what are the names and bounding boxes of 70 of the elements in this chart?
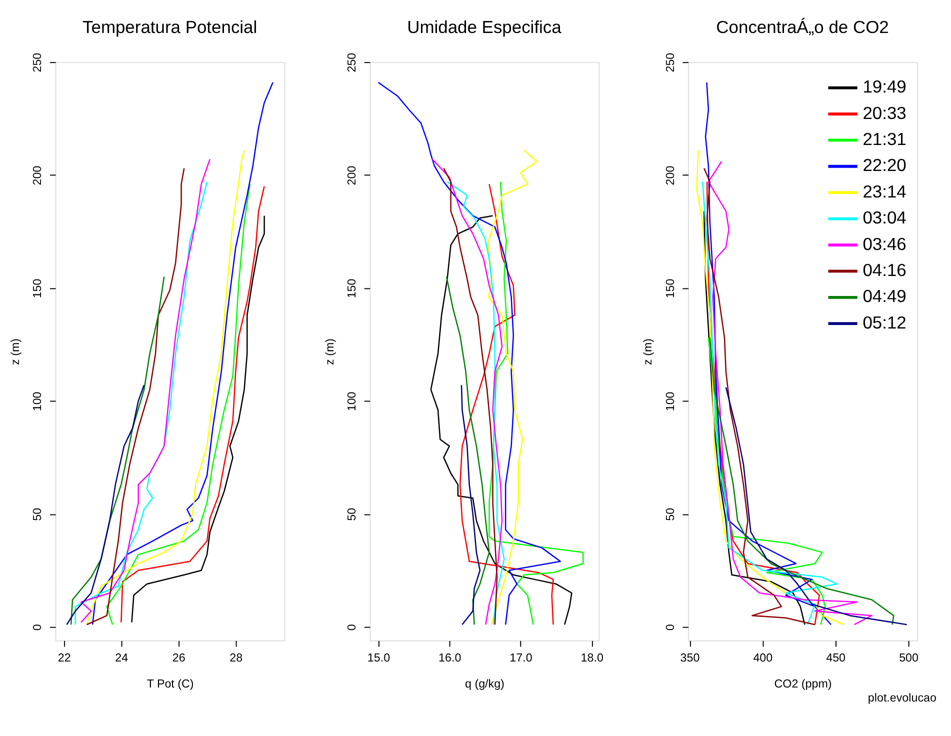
y-tick-label: 250 (664, 52, 677, 72)
legend-label: 03:04 (862, 208, 907, 228)
line-series (86, 150, 245, 626)
line-series (704, 82, 832, 626)
y-tick-label: 100 (346, 391, 359, 412)
y-tick-label: 0 (346, 624, 359, 631)
x-axis-title: T Pot (C) (146, 678, 194, 690)
y-axis-title: z (m) (642, 338, 655, 365)
x-tick-label: 350 (680, 651, 700, 664)
legend-label: 04:49 (862, 286, 906, 306)
y-tick-label: 0 (664, 624, 677, 631)
x-axis-title: q (g/kg) (465, 678, 505, 690)
line-series (708, 337, 826, 626)
legend-label: 03:46 (862, 234, 906, 254)
line-series (106, 183, 251, 626)
legend-label: 05:12 (862, 312, 906, 332)
line-series (66, 384, 145, 626)
x-tick-label: 28 (230, 651, 243, 664)
y-tick-label: 150 (664, 278, 677, 298)
y-tick-label: 250 (31, 52, 44, 72)
x-tick-label: 24 (115, 651, 129, 664)
line-series (92, 82, 274, 626)
legend-label: 19:49 (862, 76, 906, 97)
y-tick-label: 50 (31, 507, 44, 521)
line-series (459, 183, 554, 626)
line-series (86, 168, 185, 626)
y-axis-title: z (m) (8, 338, 22, 365)
legend-label: 20:33 (862, 102, 906, 123)
x-tick-label: 22 (58, 651, 71, 664)
legend-label: 04:16 (862, 260, 906, 280)
line-series (432, 158, 503, 626)
x-tick-label: 26 (172, 651, 186, 664)
legend-label: 23:14 (862, 181, 907, 202)
x-tick-label: 17.0 (510, 651, 533, 664)
chart-title: Temperatura Potencial (82, 16, 258, 37)
y-tick-label: 150 (31, 278, 44, 298)
legend-label: 21:31 (862, 129, 906, 150)
y-tick-label: 200 (664, 165, 677, 186)
line-series (703, 210, 806, 626)
y-tick-label: 250 (346, 52, 359, 72)
text: plot.evolucao (868, 692, 936, 705)
x-tick-label: 450 (826, 651, 846, 664)
line-series (488, 181, 584, 626)
line-series (378, 82, 561, 626)
chart-title: Umidade Especifica (407, 16, 562, 37)
line-series (487, 150, 538, 626)
y-tick-label: 200 (31, 165, 44, 186)
y-tick-label: 200 (346, 165, 359, 186)
line-series (430, 215, 572, 626)
y-tick-label: 50 (664, 507, 677, 521)
y-tick-label: 150 (346, 278, 359, 298)
x-tick-label: 16.0 (438, 651, 462, 664)
y-tick-label: 0 (31, 624, 44, 631)
line-series (446, 181, 505, 626)
y-axis-title: z (m) (323, 338, 336, 365)
x-tick-label: 500 (899, 651, 919, 664)
line-series (725, 386, 908, 626)
line-series (446, 276, 490, 626)
x-tick-label: 18.0 (580, 651, 604, 664)
chart-title: ConcentraÁ„o de CO2 (716, 16, 889, 37)
y-tick-label: 50 (346, 507, 359, 521)
line-series (443, 168, 498, 626)
x-tick-label: 15.0 (367, 651, 391, 664)
y-tick-label: 100 (664, 391, 677, 412)
x-tick-label: 400 (753, 651, 774, 664)
line-series (460, 384, 481, 626)
legend-label: 22:20 (862, 155, 907, 176)
line-series (709, 337, 894, 626)
y-tick-label: 100 (31, 391, 44, 412)
x-axis-title: CO2 (ppm) (774, 678, 832, 690)
